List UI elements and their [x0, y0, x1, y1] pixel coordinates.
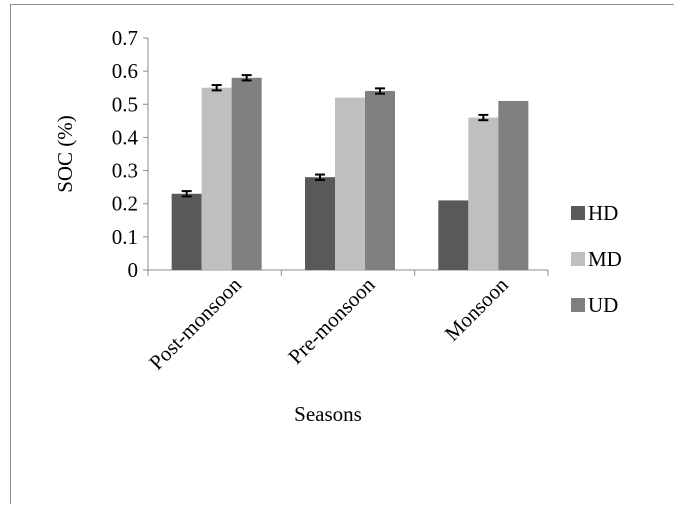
y-tick-label: 0.5 — [112, 92, 138, 116]
legend: HD MD UD — [571, 201, 622, 317]
x-tick-label: Pre-monsoon — [283, 272, 380, 369]
x-tick-label: Monsoon — [440, 272, 513, 345]
x-tick-label: Post-monsoon — [144, 272, 246, 374]
chart-frame — [10, 4, 674, 504]
x-axis-title: Seasons — [294, 402, 362, 426]
y-tick-label: 0.6 — [112, 59, 138, 83]
y-axis-ticks: 0 0.1 0.2 0.3 0.4 0.5 0.6 0.7 — [112, 26, 148, 282]
x-axis-ticks — [147, 270, 549, 276]
legend-swatch-md — [571, 252, 585, 266]
bar-ud — [231, 77, 262, 271]
bar-md — [335, 97, 365, 271]
y-tick-label: 0.3 — [112, 159, 138, 183]
bar-hd — [305, 177, 335, 270]
bar-ud — [365, 91, 395, 271]
bar-ud — [498, 100, 529, 270]
legend-swatch-hd — [571, 206, 585, 220]
y-tick-label: 0.1 — [112, 225, 138, 249]
y-axis-title: SOC (%) — [53, 115, 77, 193]
bar-hd — [438, 200, 469, 270]
bar-md — [201, 87, 232, 270]
y-tick-label: 0.4 — [112, 125, 139, 149]
x-tick-labels: Post-monsoon Pre-monsoon Monsoon — [144, 272, 513, 374]
bars-group — [171, 74, 529, 271]
legend-swatch-ud — [571, 298, 585, 312]
y-tick-label: 0.2 — [112, 192, 138, 216]
legend-label-md: MD — [588, 247, 622, 271]
legend-label-hd: HD — [588, 201, 618, 225]
y-tick-label: 0.7 — [112, 26, 138, 50]
legend-label-ud: UD — [588, 293, 618, 317]
y-tick-label: 0 — [128, 258, 139, 282]
bar-hd — [171, 193, 202, 270]
bar-md — [468, 117, 499, 271]
